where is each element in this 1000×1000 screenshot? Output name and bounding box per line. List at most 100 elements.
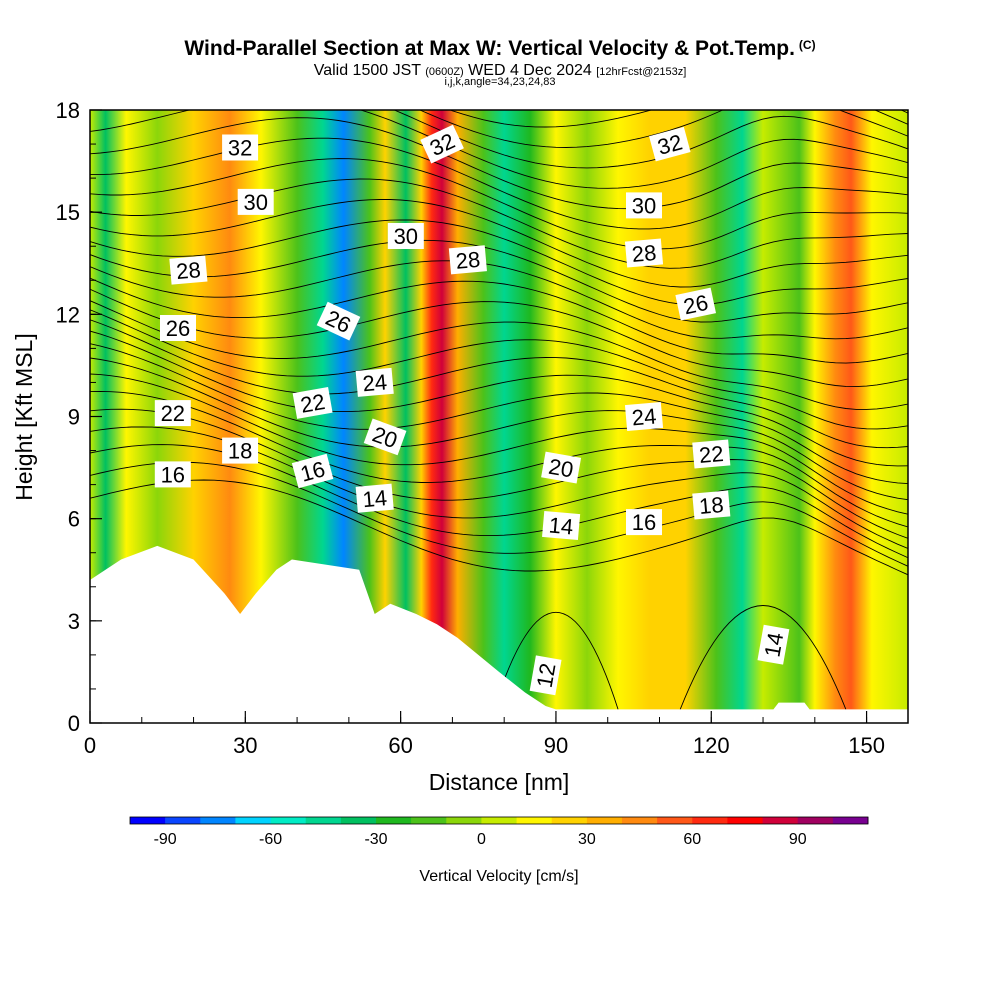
contour-label-text: 20 — [547, 454, 575, 483]
contour-label: 28 — [169, 255, 208, 285]
isentrope-line — [90, 300, 908, 410]
contour-label: 26 — [675, 287, 717, 321]
title-mark: (C) — [798, 38, 816, 52]
contour-label-text: 14 — [361, 485, 388, 512]
potential-temperature-contours — [90, 0, 908, 710]
y-tick-label: 18 — [56, 98, 80, 123]
isentrope-line — [418, 110, 908, 148]
contour-label-text: 32 — [228, 136, 252, 161]
isentrope-line — [90, 199, 908, 288]
x-tick-label: 30 — [233, 733, 257, 758]
contour-label-text: 24 — [631, 403, 658, 430]
contour-label-box — [541, 451, 582, 484]
contour-label-box — [387, 223, 424, 249]
contour-label-box — [169, 255, 208, 285]
contour-label-box — [649, 126, 691, 162]
contour-label-box — [316, 301, 361, 341]
contour-label-text: 26 — [681, 290, 710, 320]
isentrope-line — [90, 277, 908, 364]
contour-label: 28 — [448, 245, 487, 275]
contour-label-box — [542, 510, 581, 541]
contour-label-box — [448, 245, 487, 275]
contour-label-box — [757, 624, 790, 665]
isentrope-line — [90, 288, 908, 388]
colorbar-swatch — [516, 817, 553, 824]
contour-label: 32 — [222, 134, 259, 161]
colorbar-swatch — [797, 817, 834, 824]
colorbar-swatch — [376, 817, 412, 824]
contour-label-text: 30 — [632, 193, 656, 218]
colorbar-tick-label: 90 — [789, 831, 807, 848]
colorbar-swatch — [727, 817, 763, 824]
isentrope-dome — [679, 605, 847, 710]
colorbar-tick-label: -30 — [364, 831, 387, 848]
x-tick-label: 150 — [848, 733, 885, 758]
isentrope-line — [90, 0, 908, 90]
contour-label-box — [160, 315, 196, 341]
contour-label-box — [154, 461, 191, 488]
colorbar-swatch — [762, 817, 799, 824]
x-tick-label: 90 — [544, 733, 568, 758]
isentrope-line — [90, 330, 908, 467]
isentrope-line — [90, 158, 908, 250]
colorbar-swatch — [657, 817, 693, 824]
colorbar-swatch — [481, 817, 517, 824]
isentrope-line — [393, 110, 908, 169]
colorbar-swatch — [692, 817, 728, 824]
contour-label-box — [675, 287, 717, 321]
colorbar-label: Vertical Velocity [cm/s] — [419, 868, 578, 885]
contour-label-text: 18 — [228, 439, 252, 464]
colorbar-swatch — [340, 817, 377, 824]
contour-label-text: 22 — [698, 441, 725, 468]
contour-label-box — [292, 386, 333, 419]
x-tick-label: 60 — [388, 733, 412, 758]
contour-label: 30 — [626, 192, 662, 219]
contour-label: 14 — [757, 624, 790, 665]
valid-utc: (0600Z) — [425, 66, 464, 78]
valid-date: WED 4 Dec 2024 — [468, 62, 592, 79]
colorbar: -90 -60 -30 0 30 60 90 — [129, 816, 869, 848]
contour-label-text: 12 — [532, 661, 561, 689]
isentrope-line — [90, 0, 908, 35]
contour-label: 22 — [692, 439, 731, 469]
x-axis: 0 30 60 90 120 150 — [84, 711, 885, 758]
contour-label-text: 28 — [455, 247, 482, 274]
isentrope-line — [90, 0, 908, 78]
colorbar-swatch — [586, 817, 623, 824]
y-axis-label: Height [Kft MSL] — [11, 333, 37, 500]
chart-subtitle: Valid 1500 JST (0600Z) WED 4 Dec 2024 [1… — [0, 62, 1000, 80]
colorbar-tick-label: -90 — [154, 831, 177, 848]
colorbar-swatch — [165, 817, 201, 824]
y-tick-label: 15 — [56, 200, 80, 225]
contour-label: 12 — [529, 655, 562, 696]
contour-label-box — [692, 439, 731, 469]
colorbar-swatch — [200, 817, 236, 824]
chart-title: Wind-Parallel Section at Max W: Vertical… — [184, 37, 816, 60]
colorbar-swatch — [832, 817, 869, 824]
colorbar-frame — [129, 816, 869, 825]
isentrope-line — [90, 357, 908, 501]
y-tick-label: 12 — [56, 302, 80, 327]
y-tick-label: 9 — [68, 405, 80, 430]
contour-label-text: 26 — [166, 316, 190, 341]
isentrope-line — [448, 110, 908, 128]
contour-label-box — [222, 134, 259, 161]
y-tick-label: 3 — [68, 609, 80, 634]
contour-label-text: 30 — [394, 224, 418, 249]
colorbar-swatch — [305, 817, 342, 824]
contour-label-text: 14 — [759, 631, 788, 659]
colorbar-swatch — [411, 817, 447, 824]
colorbar-tick-label: -60 — [259, 831, 282, 848]
isentrope-line — [90, 309, 908, 430]
isentrope-line — [90, 373, 908, 515]
contour-label: 30 — [237, 188, 274, 215]
contour-label-box — [363, 418, 407, 456]
isentrope-line — [90, 0, 908, 102]
isentrope-line — [90, 117, 908, 210]
contour-label-box — [291, 453, 334, 489]
contour-label: 14 — [542, 510, 581, 541]
isentrope-line — [900, 110, 908, 114]
x-tick-label: 120 — [693, 733, 730, 758]
contour-label-box — [624, 401, 664, 432]
